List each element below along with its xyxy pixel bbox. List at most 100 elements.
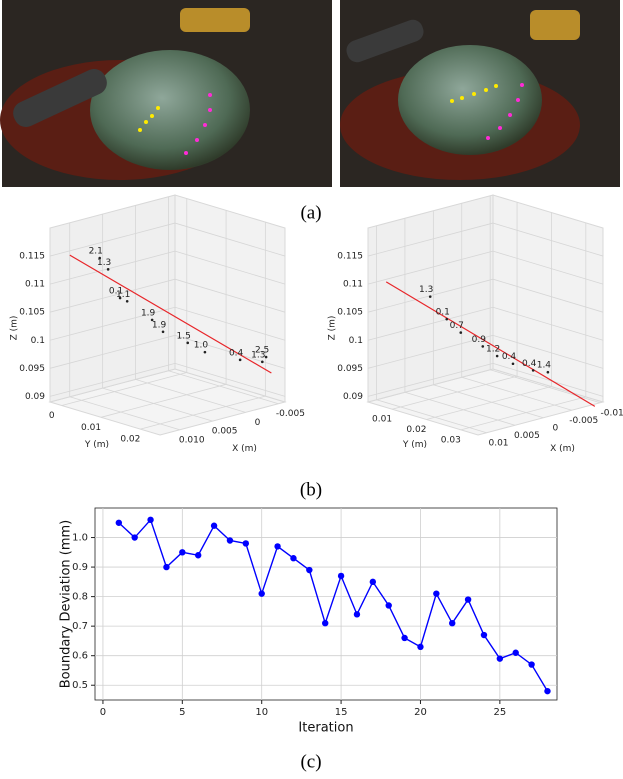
- x-tick-label: 15: [335, 707, 348, 718]
- x-tick-label: 0.010: [179, 435, 205, 445]
- caption: (c): [300, 751, 321, 772]
- grid-line: [49, 278, 176, 313]
- grid-line: [492, 278, 604, 313]
- grid-line: [168, 370, 279, 405]
- z-tick-label: 0.1: [349, 336, 363, 346]
- point: [322, 620, 329, 627]
- y-tick-label: 0.5: [72, 680, 88, 691]
- point-label: 1.1: [116, 290, 130, 300]
- point: [226, 537, 234, 544]
- grid-line: [492, 306, 604, 341]
- grid-line: [367, 363, 494, 397]
- grid-line: [404, 391, 516, 426]
- point: [496, 655, 504, 662]
- point: [401, 634, 408, 642]
- point-label: 1.3: [419, 285, 433, 295]
- point: [369, 578, 377, 586]
- point: [464, 596, 472, 603]
- grid-line: [492, 250, 604, 285]
- x-tick-label: 0.01: [488, 438, 508, 448]
- point: [186, 341, 190, 345]
- grid-line: [69, 396, 180, 431]
- z-tick-label: 0.09: [25, 392, 45, 402]
- z-axis-label: Z (m): [328, 316, 338, 341]
- z-tick-label: 0.105: [337, 308, 363, 318]
- point: [546, 370, 550, 374]
- point: [203, 350, 207, 354]
- point-label: 2.1: [89, 246, 103, 256]
- y-tick-label: 1.0: [72, 533, 88, 544]
- point-label: 0.4: [502, 352, 517, 362]
- point: [290, 555, 297, 562]
- x-tick-label: -0.01: [601, 408, 623, 418]
- point-label: 1.3: [97, 258, 111, 268]
- point: [98, 256, 102, 260]
- grid-line: [376, 399, 487, 434]
- caption: (a): [300, 202, 321, 223]
- z-tick-label: 0.105: [19, 308, 45, 318]
- point-label: 0.1: [109, 287, 123, 297]
- grid-line: [367, 334, 494, 369]
- point: [445, 317, 449, 321]
- point-label: 2.5: [255, 346, 269, 356]
- point: [512, 649, 519, 656]
- point: [480, 631, 488, 639]
- x-tick-label: 0: [255, 418, 261, 428]
- z-tick-label: 0.115: [19, 252, 45, 262]
- grid-line: [492, 222, 604, 257]
- grid-line: [49, 306, 176, 341]
- grid-line: [492, 363, 604, 397]
- point: [210, 522, 218, 529]
- z-tick-label: 0.095: [19, 364, 45, 374]
- point: [161, 330, 165, 334]
- point-label: 1.0: [194, 341, 209, 351]
- grid-line: [174, 222, 286, 257]
- fit-line: [69, 254, 272, 374]
- point: [238, 358, 242, 362]
- grid-line: [174, 278, 286, 313]
- z-tick-label: 0.095: [337, 364, 363, 374]
- point-label: 1.4: [537, 361, 552, 371]
- grid-line: [174, 306, 286, 341]
- point-label: 0.7: [450, 321, 464, 331]
- z-tick-label: 0.1: [31, 336, 45, 346]
- point-label: 1.2: [486, 345, 500, 355]
- grid-line: [61, 372, 187, 406]
- point: [449, 620, 456, 627]
- point: [131, 534, 138, 541]
- caption: (b): [300, 479, 322, 500]
- point: [428, 295, 432, 298]
- grid-line: [174, 334, 286, 369]
- point-label: 1.9: [152, 320, 167, 330]
- y-axis-label: Y (m): [402, 440, 427, 450]
- point: [528, 661, 535, 668]
- point: [495, 354, 499, 358]
- z-axis-label: Z (m): [10, 316, 20, 341]
- pane-back: [49, 194, 176, 403]
- grid-line: [490, 369, 601, 404]
- point-label: 1.3: [251, 350, 265, 360]
- point-label: 0.4: [229, 348, 244, 358]
- grid-line: [426, 386, 552, 420]
- x-tick-label: 10: [255, 707, 268, 718]
- y-tick-label: 0.03: [441, 435, 461, 445]
- grid-line: [367, 222, 494, 257]
- y-tick-label: 0.02: [120, 435, 140, 445]
- point: [417, 643, 424, 651]
- pane-side: [174, 194, 286, 403]
- z-tick-label: 0.11: [343, 280, 363, 290]
- point: [337, 572, 345, 580]
- x-tick-label: 25: [493, 707, 506, 718]
- point: [261, 360, 264, 364]
- y-axis-label: Boundary Deviation (mm): [59, 520, 74, 689]
- point: [433, 590, 440, 597]
- y-tick-label: 0.7: [72, 621, 88, 632]
- series-line: [118, 518, 549, 692]
- x-tick-label: 0.005: [212, 427, 238, 437]
- point: [544, 687, 551, 695]
- point: [353, 611, 361, 618]
- grid-line: [49, 334, 176, 369]
- grid-line: [367, 250, 494, 285]
- y-tick-label: 0.02: [406, 425, 426, 435]
- y-tick-label: 0.9: [72, 562, 88, 573]
